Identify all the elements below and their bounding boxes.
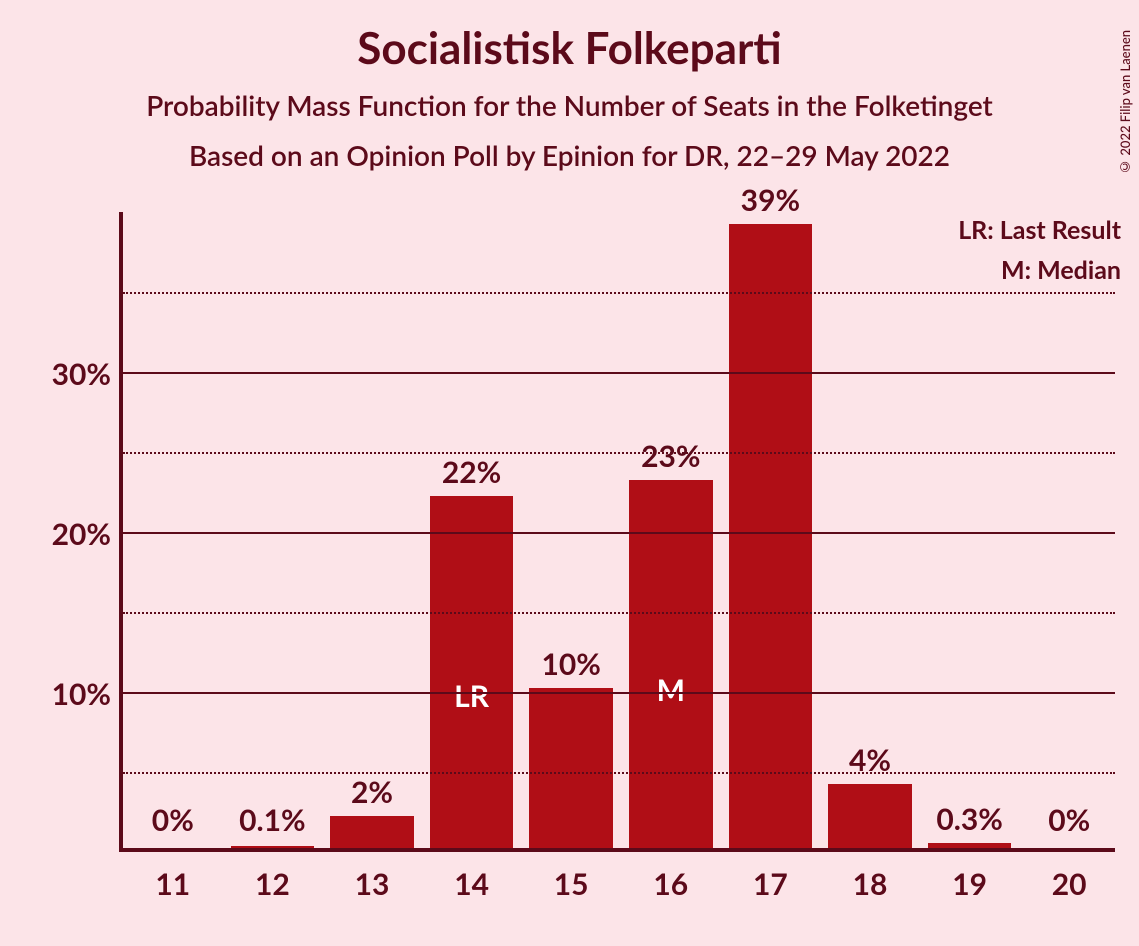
bar-inner-label: M (629, 672, 713, 708)
chart-subtitle-1: Probability Mass Function for the Number… (0, 88, 1139, 122)
x-axis-label: 14 (422, 866, 522, 902)
x-axis-label: 16 (621, 866, 721, 902)
chart-subtitle-2: Based on an Opinion Poll by Epinion for … (0, 138, 1139, 172)
x-axis-label: 20 (1019, 866, 1119, 902)
x-axis-label: 17 (721, 866, 821, 902)
bar-value-label: 0% (123, 802, 223, 838)
copyright-text: © 2022 Filip van Laenen (1117, 30, 1133, 175)
bars-container: 0%110.1%122%1322%LR1410%1523%M1639%174%1… (123, 212, 1115, 848)
x-axis-label: 19 (920, 866, 1020, 902)
x-axis-label: 13 (322, 866, 422, 902)
bar: 23%M (629, 480, 713, 848)
bar-slot: 4%18 (820, 208, 920, 848)
gridline-major: 20% (123, 532, 1115, 534)
bar: 2% (330, 816, 414, 848)
bar-slot: 0.3%19 (920, 208, 1020, 848)
bar-slot: 22%LR14 (422, 208, 522, 848)
gridline-minor (123, 772, 1115, 774)
gridline-major: 30% (123, 372, 1115, 374)
bar: 4% (828, 784, 912, 848)
bar: 39% (729, 224, 813, 848)
gridline-minor (123, 292, 1115, 294)
bar-value-label: 0% (1019, 802, 1119, 838)
chart-title: Socialistisk Folkeparti (0, 22, 1139, 74)
bar-slot: 0%20 (1019, 208, 1119, 848)
bar-slot: 39%17 (721, 208, 821, 848)
bar-slot: 23%M16 (621, 208, 721, 848)
plot: 0%110.1%122%1322%LR1410%1523%M1639%174%1… (119, 212, 1115, 852)
bar-value-label: 0.1% (223, 802, 323, 838)
gridline-minor (123, 452, 1115, 454)
bar-inner-label: LR (430, 678, 514, 714)
bar (231, 846, 315, 848)
x-axis-label: 15 (521, 866, 621, 902)
bar-value-label: 39% (729, 182, 813, 218)
bar-slot: 10%15 (521, 208, 621, 848)
x-axis-label: 18 (820, 866, 920, 902)
bar-value-label: 0.3% (928, 801, 1012, 837)
bar-slot: 0.1%12 (223, 208, 323, 848)
bar-value-label: 23% (629, 438, 713, 474)
y-axis-label: 30% (52, 356, 111, 392)
chart-area: 0%110.1%122%1322%LR1410%1523%M1639%174%1… (105, 212, 1115, 852)
bar-slot: 2%13 (322, 208, 422, 848)
bar-value-label: 22% (430, 454, 514, 490)
y-axis-label: 20% (52, 516, 111, 552)
bar-value-label: 2% (330, 774, 414, 810)
bar: 0.3% (928, 843, 1012, 848)
gridline-major: 10% (123, 692, 1115, 694)
x-axis-label: 12 (223, 866, 323, 902)
bar: 22%LR (430, 496, 514, 848)
gridline-minor (123, 612, 1115, 614)
bar: 10% (529, 688, 613, 848)
bar-value-label: 10% (529, 646, 613, 682)
y-axis-label: 10% (52, 676, 111, 712)
bar-slot: 0%11 (123, 208, 223, 848)
x-axis-label: 11 (123, 866, 223, 902)
